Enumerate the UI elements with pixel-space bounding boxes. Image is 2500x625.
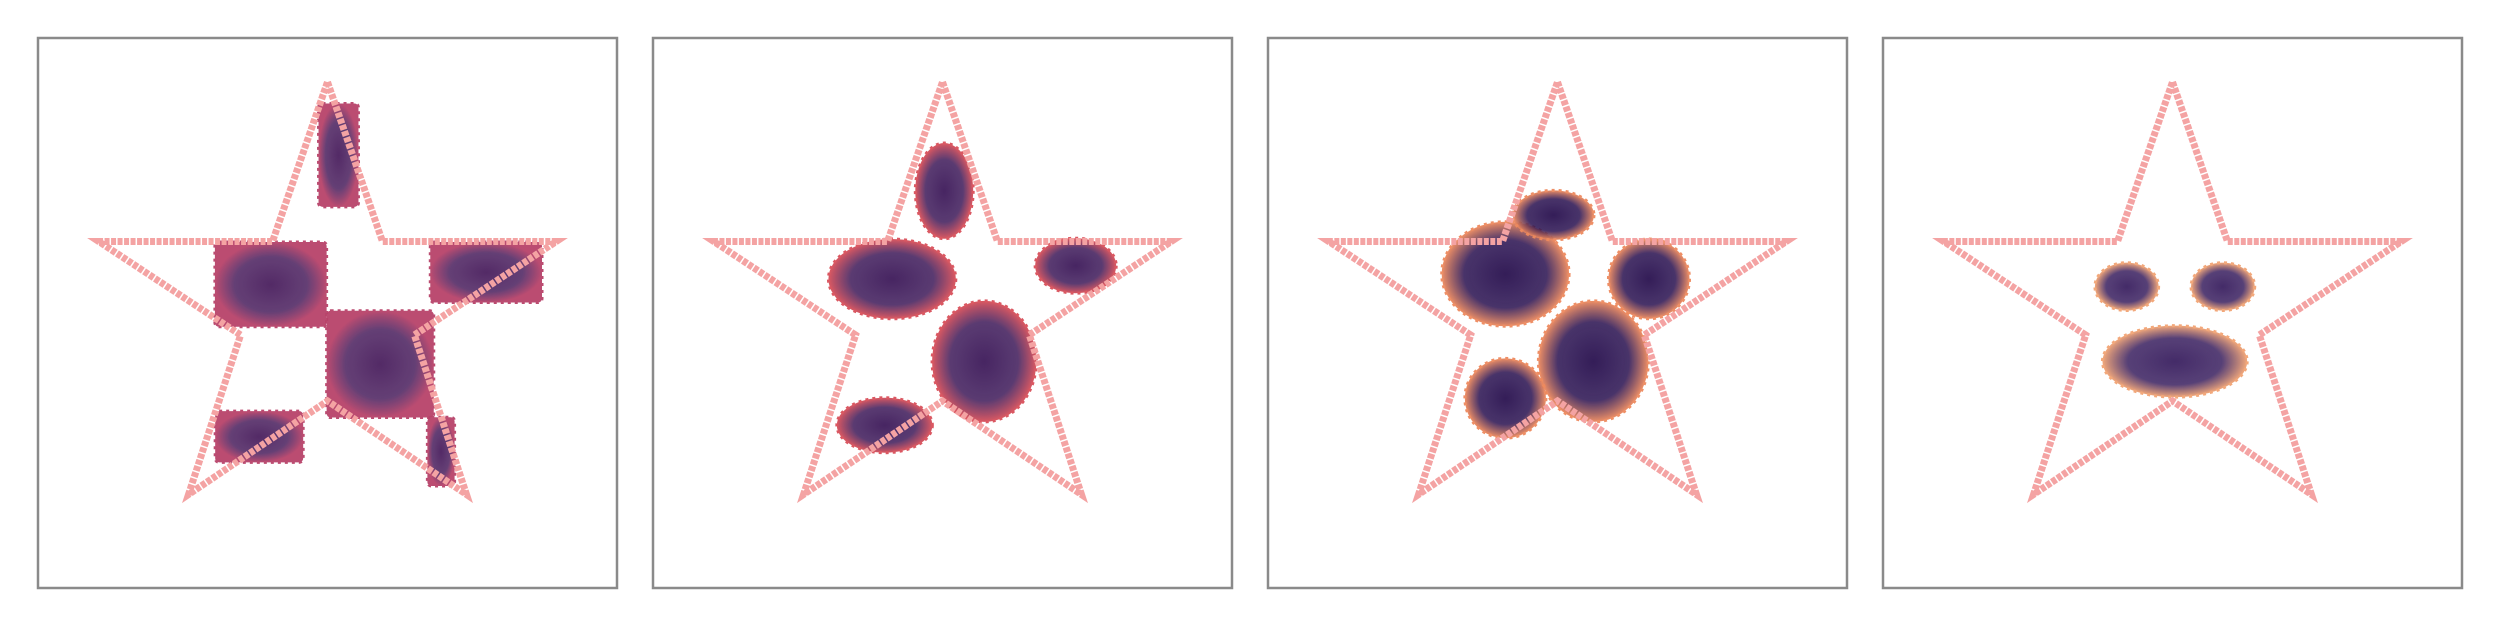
point-cluster (2093, 261, 2161, 313)
panel (36, 36, 619, 590)
point-cluster (1536, 299, 1650, 424)
point-cluster (1511, 188, 1596, 242)
point-cluster (317, 101, 360, 209)
point-cluster (1033, 236, 1118, 295)
star-boundary (1932, 80, 2413, 504)
panel-frame (1881, 36, 2464, 590)
point-cluster (2189, 261, 2257, 313)
point-cluster (1606, 237, 1692, 321)
star-boundary (702, 80, 1183, 504)
point-cluster (213, 240, 329, 329)
point-cluster (1440, 220, 1571, 328)
panel-frame (1266, 36, 1849, 590)
star-boundary (87, 80, 568, 504)
point-cluster (2100, 324, 2249, 399)
point-cluster (325, 309, 436, 419)
point-cluster (835, 396, 934, 455)
point-cluster (1463, 356, 1548, 440)
panel (1266, 36, 1849, 590)
panel-frame (651, 36, 1234, 590)
point-cluster (213, 409, 305, 464)
point-cluster (428, 240, 544, 305)
point-cluster (913, 141, 975, 241)
panel (651, 36, 1234, 590)
star-boundary (1317, 80, 1798, 504)
point-cluster (826, 237, 958, 321)
panel (1881, 36, 2464, 590)
